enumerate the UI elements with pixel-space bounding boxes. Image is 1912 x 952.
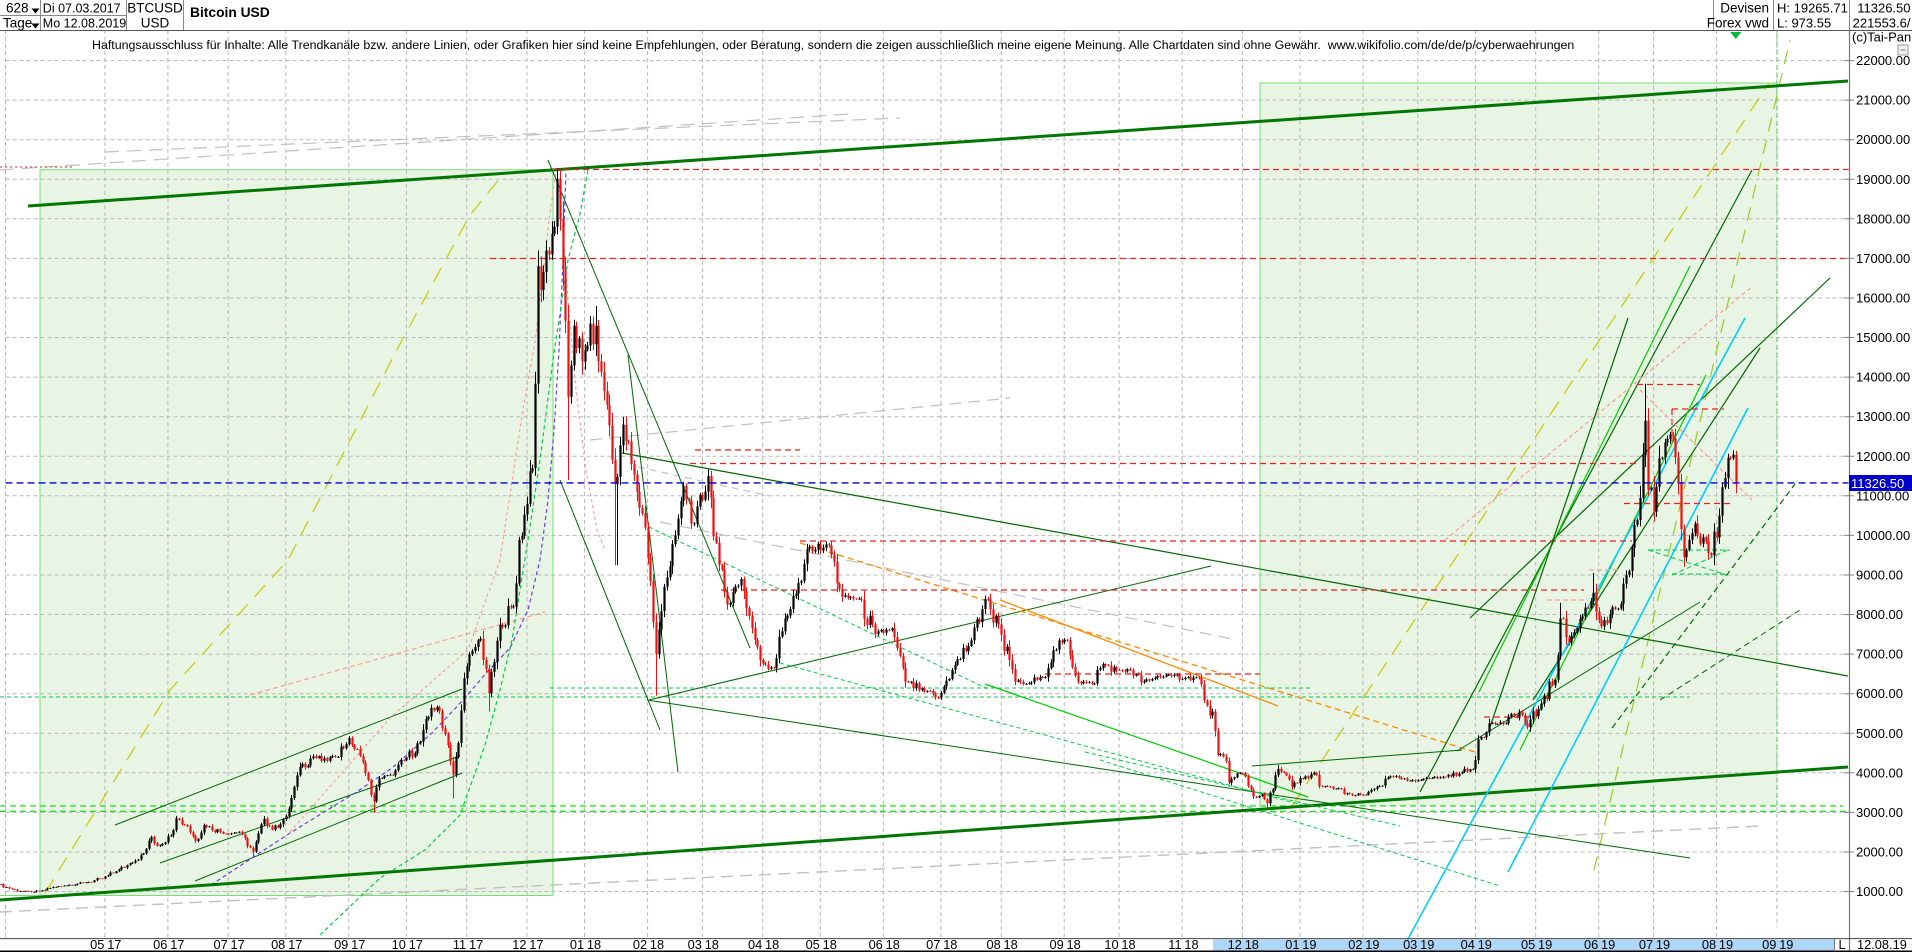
svg-text:08: 08 xyxy=(986,937,1000,952)
svg-text:USD: USD xyxy=(141,16,170,31)
svg-text:20000.00: 20000.00 xyxy=(1856,132,1910,147)
svg-text:18000.00: 18000.00 xyxy=(1856,211,1910,226)
svg-text:7000.00: 7000.00 xyxy=(1856,647,1903,662)
svg-text:10: 10 xyxy=(392,937,406,952)
svg-text:H: 19265.71: H: 19265.71 xyxy=(1777,1,1848,16)
svg-text:19: 19 xyxy=(1656,937,1670,952)
svg-text:Di 07.03.2017: Di 07.03.2017 xyxy=(43,2,121,16)
svg-text:1000.00: 1000.00 xyxy=(1856,884,1903,899)
svg-text:Bitcoin USD: Bitcoin USD xyxy=(190,5,270,20)
svg-text:17: 17 xyxy=(231,937,245,952)
svg-text:11326.50: 11326.50 xyxy=(1857,1,1910,16)
svg-text:12: 12 xyxy=(1228,937,1242,952)
svg-text:628: 628 xyxy=(6,1,29,16)
svg-text:09: 09 xyxy=(1049,937,1063,952)
svg-text:12000.00: 12000.00 xyxy=(1856,449,1910,464)
svg-text:18: 18 xyxy=(1004,937,1018,952)
svg-text:12.08.19: 12.08.19 xyxy=(1857,937,1907,952)
svg-text:3000.00: 3000.00 xyxy=(1856,805,1903,820)
svg-text:01: 01 xyxy=(1285,937,1299,952)
svg-text:18: 18 xyxy=(587,937,601,952)
svg-text:11: 11 xyxy=(453,937,466,952)
svg-text:17000.00: 17000.00 xyxy=(1856,251,1910,266)
svg-text:13000.00: 13000.00 xyxy=(1856,409,1910,424)
svg-text:19: 19 xyxy=(1538,937,1552,952)
svg-text:06: 06 xyxy=(869,937,883,952)
svg-text:01: 01 xyxy=(570,937,584,952)
svg-text:19: 19 xyxy=(1420,937,1434,952)
svg-text:05: 05 xyxy=(1521,937,1535,952)
svg-text:07: 07 xyxy=(926,937,940,952)
svg-text:19: 19 xyxy=(1302,937,1316,952)
svg-text:05: 05 xyxy=(90,937,104,952)
svg-text:19: 19 xyxy=(1719,937,1733,952)
svg-text:15000.00: 15000.00 xyxy=(1856,330,1910,345)
svg-text:18: 18 xyxy=(1184,937,1198,952)
svg-text:09: 09 xyxy=(334,937,348,952)
svg-text:18: 18 xyxy=(1067,937,1081,952)
svg-text:11000.00: 11000.00 xyxy=(1856,488,1909,503)
svg-text:17: 17 xyxy=(529,937,543,952)
svg-text:11: 11 xyxy=(1168,937,1181,952)
svg-text:02: 02 xyxy=(633,937,647,952)
svg-text:17: 17 xyxy=(469,937,483,952)
svg-text:02: 02 xyxy=(1348,937,1362,952)
svg-text:18: 18 xyxy=(886,937,900,952)
svg-text:18: 18 xyxy=(1245,937,1259,952)
svg-text:18: 18 xyxy=(1121,937,1135,952)
svg-text:(c)Tai-Pan: (c)Tai-Pan xyxy=(1852,30,1911,45)
svg-text:6000.00: 6000.00 xyxy=(1856,686,1903,701)
svg-text:17: 17 xyxy=(288,937,302,952)
svg-text:22000.00: 22000.00 xyxy=(1856,53,1910,68)
svg-text:07: 07 xyxy=(213,937,227,952)
svg-text:8000.00: 8000.00 xyxy=(1856,607,1903,622)
svg-text:12: 12 xyxy=(512,937,526,952)
svg-text:18: 18 xyxy=(943,937,957,952)
svg-text:4000.00: 4000.00 xyxy=(1856,765,1903,780)
svg-text:09: 09 xyxy=(1762,937,1776,952)
svg-text:14000.00: 14000.00 xyxy=(1856,370,1910,385)
svg-text:18: 18 xyxy=(650,937,664,952)
svg-text:04: 04 xyxy=(748,937,762,952)
svg-text:Devisen: Devisen xyxy=(1720,1,1769,16)
svg-text:03: 03 xyxy=(688,937,702,952)
svg-text:17: 17 xyxy=(409,937,423,952)
svg-text:19000.00: 19000.00 xyxy=(1856,172,1910,187)
svg-text:17: 17 xyxy=(170,937,184,952)
svg-text:05: 05 xyxy=(806,937,820,952)
svg-text:10000.00: 10000.00 xyxy=(1856,528,1910,543)
svg-text:BTCUSD: BTCUSD xyxy=(127,1,183,16)
svg-text:08: 08 xyxy=(271,937,285,952)
svg-text:21000.00: 21000.00 xyxy=(1856,93,1910,108)
svg-text:Haftungsausschluss für Inhalte: Haftungsausschluss für Inhalte: Alle Tre… xyxy=(92,38,1574,52)
svg-text:L: 973.55: L: 973.55 xyxy=(1777,16,1831,31)
svg-text:19: 19 xyxy=(1365,937,1379,952)
svg-text:L: L xyxy=(1838,937,1845,952)
svg-text:17: 17 xyxy=(351,937,365,952)
svg-text:11326.50: 11326.50 xyxy=(1851,476,1904,491)
svg-text:06: 06 xyxy=(1584,937,1598,952)
svg-text:03: 03 xyxy=(1403,937,1417,952)
svg-text:221553.6/: 221553.6/ xyxy=(1853,16,1911,31)
svg-text:18: 18 xyxy=(705,937,719,952)
svg-text:18: 18 xyxy=(823,937,837,952)
svg-text:16000.00: 16000.00 xyxy=(1856,291,1910,306)
svg-text:08: 08 xyxy=(1702,937,1716,952)
svg-text:06: 06 xyxy=(153,937,167,952)
svg-text:19: 19 xyxy=(1779,937,1793,952)
svg-text:5000.00: 5000.00 xyxy=(1856,726,1903,741)
svg-text:04: 04 xyxy=(1461,937,1475,952)
svg-text:19: 19 xyxy=(1478,937,1492,952)
svg-text:19: 19 xyxy=(1601,937,1615,952)
svg-text:Mo 12.08.2019: Mo 12.08.2019 xyxy=(43,17,126,31)
svg-text:2000.00: 2000.00 xyxy=(1856,845,1903,860)
svg-text:07: 07 xyxy=(1639,937,1653,952)
svg-text:18: 18 xyxy=(765,937,779,952)
svg-text:Tage: Tage xyxy=(3,16,32,31)
svg-text:9000.00: 9000.00 xyxy=(1856,568,1903,583)
svg-text:Forex vwd: Forex vwd xyxy=(1707,16,1769,31)
svg-text:17: 17 xyxy=(107,937,121,952)
svg-text:10: 10 xyxy=(1104,937,1118,952)
